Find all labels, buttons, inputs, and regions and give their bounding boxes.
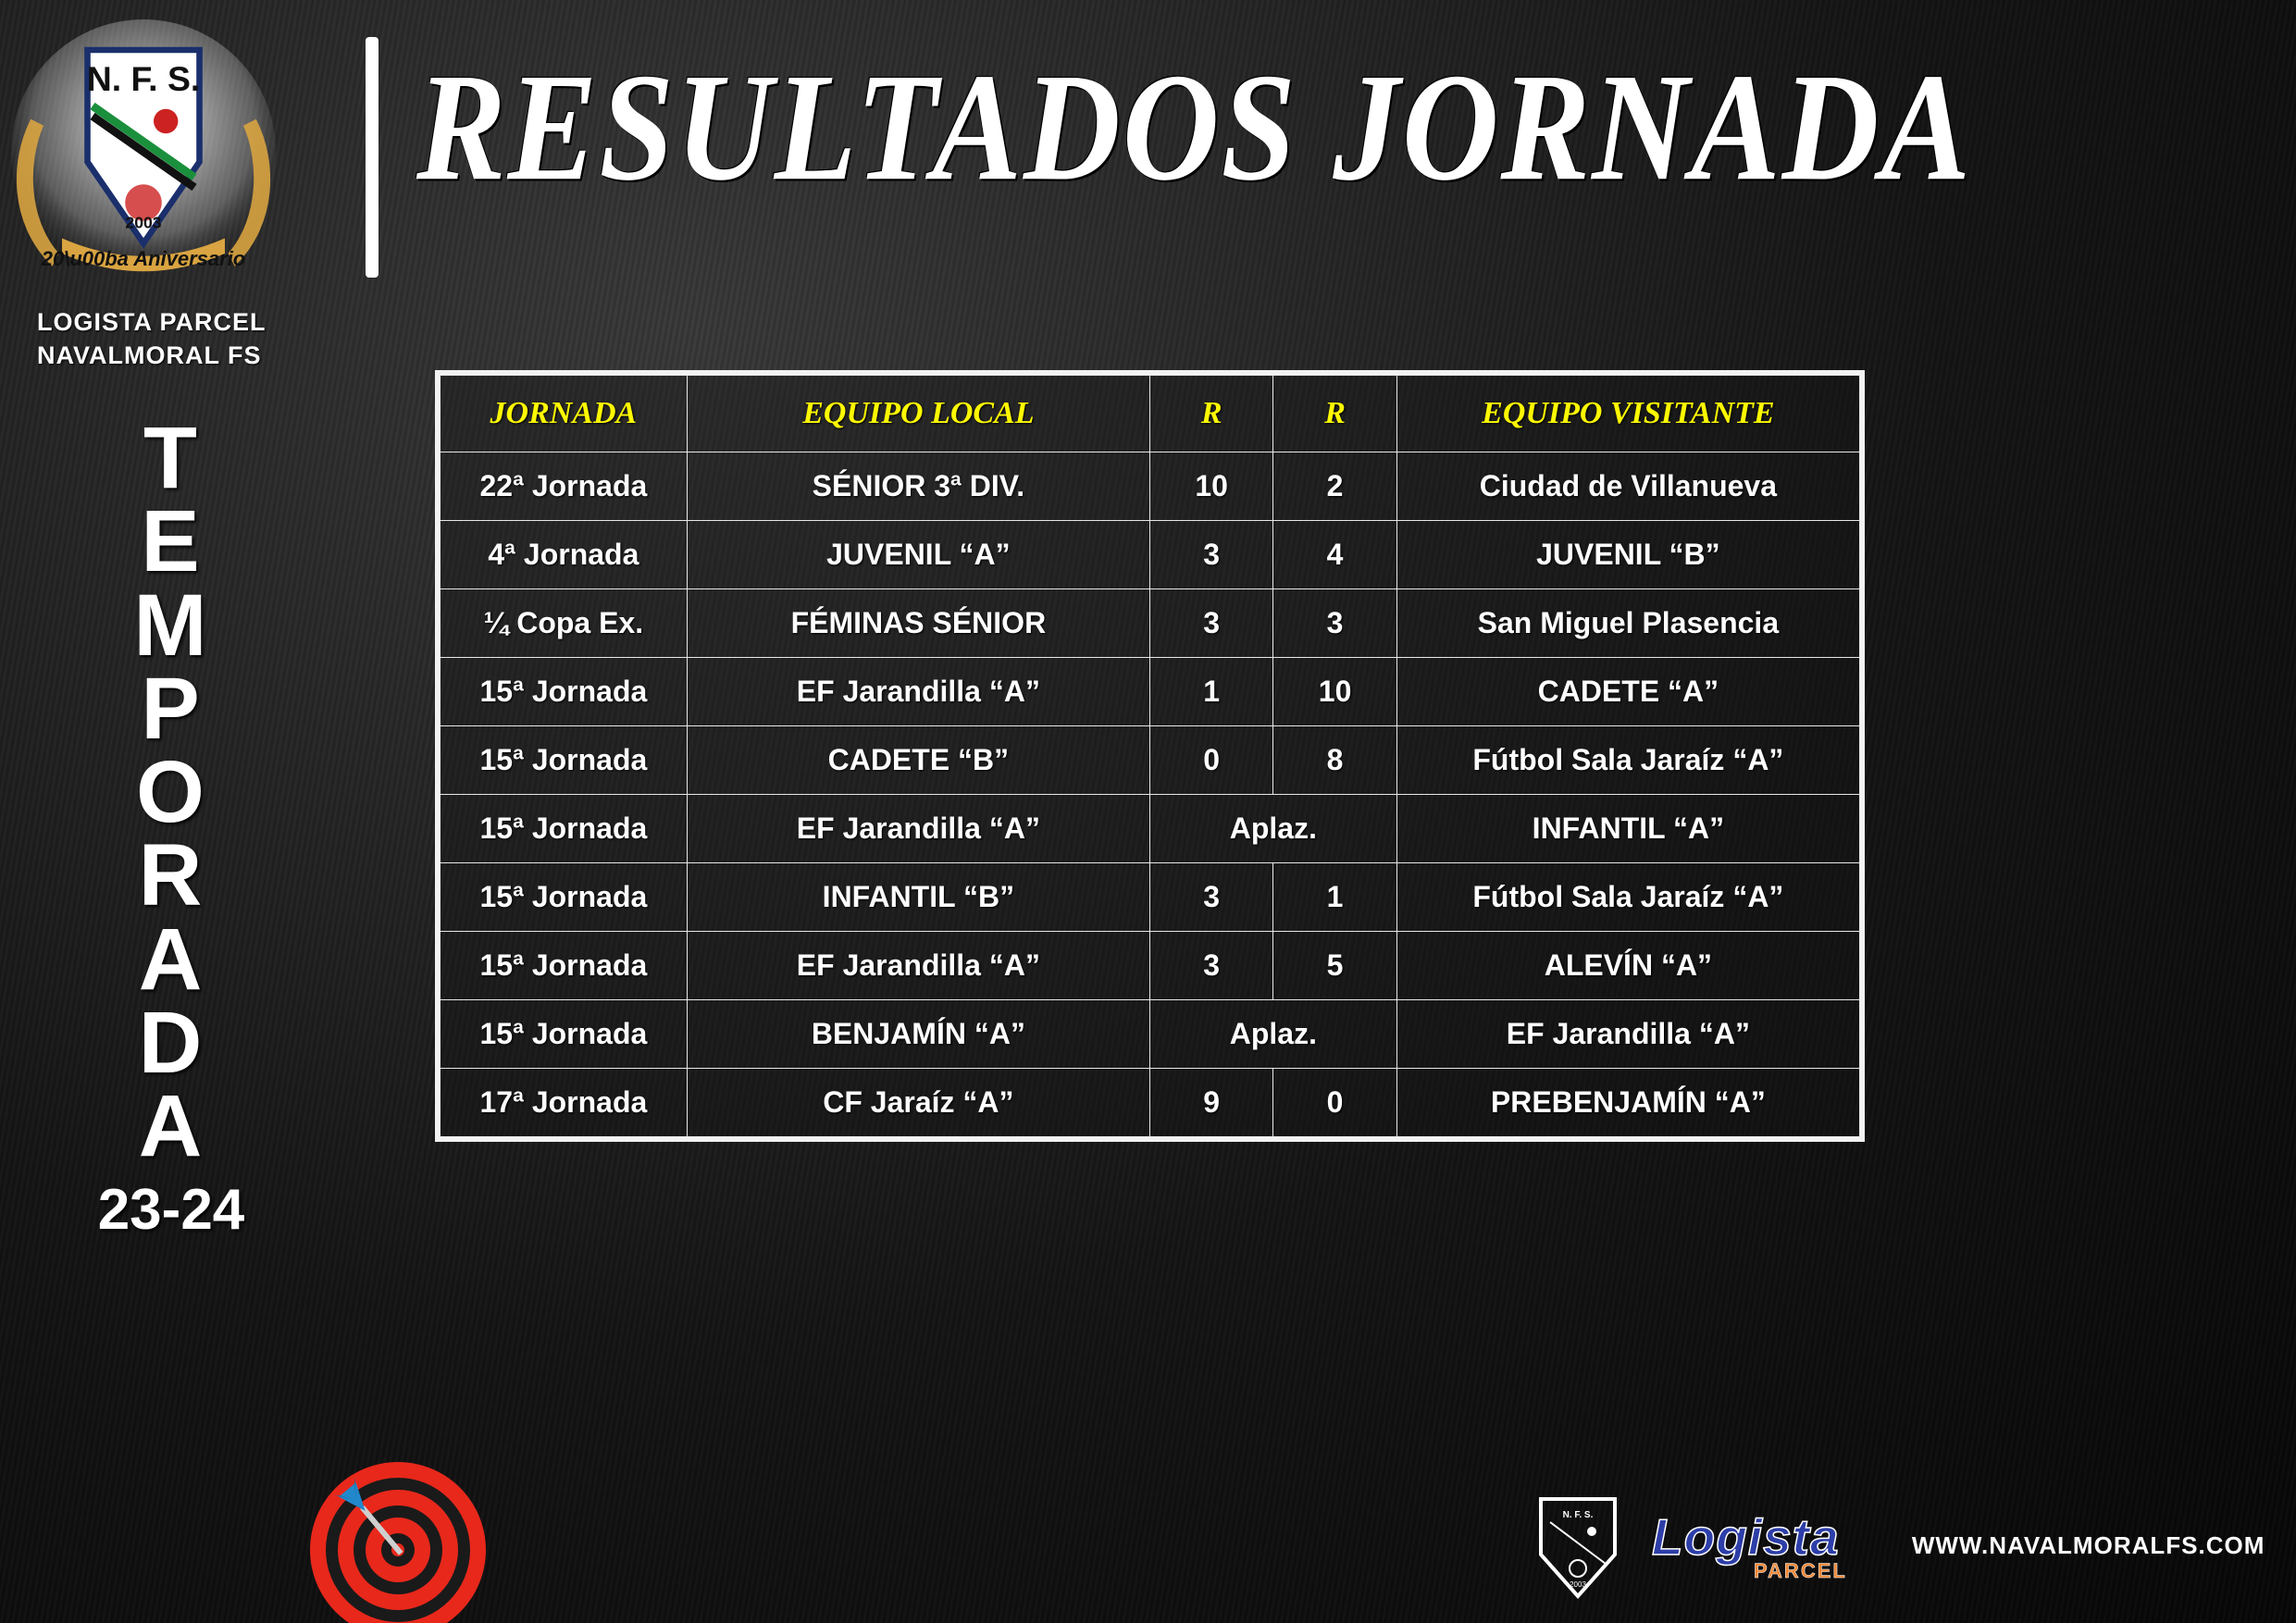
table-row: 15ª Jornada EF Jarandilla “A” Aplaz. INF… xyxy=(441,795,1860,863)
shield-logo-small: N. F. S. 2003 xyxy=(1532,1490,1624,1601)
col-header-r2: R xyxy=(1273,376,1396,452)
page-title: RESULTADOS JORNADA xyxy=(416,40,1972,217)
results-table-body: 22ª Jornada SÉNIOR 3ª DIV. 10 2 Ciudad d… xyxy=(441,452,1860,1137)
col-header-visitante: EQUIPO VISITANTE xyxy=(1396,376,1859,452)
club-badge-logo: N. F. S. 2003 20\u00ba Aniversario xyxy=(0,9,296,315)
table-row: 4ª Jornada JUVENIL “A” 3 4 JUVENIL “B” xyxy=(441,521,1860,589)
svg-text:20\u00ba Aniversario: 20\u00ba Aniversario xyxy=(41,247,246,270)
table-row: 15ª Jornada BENJAMÍN “A” Aplaz. EF Jaran… xyxy=(441,1000,1860,1069)
col-header-jornada: JORNADA xyxy=(441,376,688,452)
table-row: 15ª Jornada EF Jarandilla “A” 1 10 CADET… xyxy=(441,658,1860,726)
svg-text:N. F. S.: N. F. S. xyxy=(87,59,201,98)
temporada-vertical-label: T E M P O R A D A 23-24 xyxy=(51,416,292,1243)
table-row: 17ª Jornada CF Jaraíz “A” 9 0 PREBENJAMÍ… xyxy=(441,1069,1860,1137)
table-row: 15ª Jornada INFANTIL “B” 3 1 Fútbol Sala… xyxy=(441,863,1860,932)
col-header-local: EQUIPO LOCAL xyxy=(687,376,1149,452)
svg-text:N. F. S.: N. F. S. xyxy=(1563,1510,1594,1520)
results-table: JORNADA EQUIPO LOCAL R R EQUIPO VISITANT… xyxy=(440,375,1860,1137)
footer-block: N. F. S. 2003 Logista PARCEL WWW.NAVALMO… xyxy=(1532,1490,2296,1601)
table-row: 22ª Jornada SÉNIOR 3ª DIV. 10 2 Ciudad d… xyxy=(441,452,1860,521)
club-name-block: LOGISTA PARCEL NAVALMORAL FS xyxy=(37,305,267,373)
results-table-container: JORNADA EQUIPO LOCAL R R EQUIPO VISITANT… xyxy=(435,370,1865,1142)
table-row: 15ª Jornada EF Jarandilla “A” 3 5 ALEVÍN… xyxy=(441,932,1860,1000)
header-divider-bar xyxy=(366,37,379,278)
logista-brand-text: Logista PARCEL xyxy=(1652,1507,1847,1583)
dartboard-icon xyxy=(305,1457,490,1623)
col-header-r1: R xyxy=(1149,376,1272,452)
table-row: 15ª Jornada CADETE “B” 0 8 Fútbol Sala J… xyxy=(441,726,1860,795)
table-row: ¼ Copa Ex. FÉMINAS SÉNIOR 3 3 San Miguel… xyxy=(441,589,1860,658)
website-url-text: WWW.NAVALMORALFS.COM xyxy=(1912,1531,2265,1560)
svg-text:2003: 2003 xyxy=(1570,1580,1586,1589)
svg-text:2003: 2003 xyxy=(125,214,161,232)
